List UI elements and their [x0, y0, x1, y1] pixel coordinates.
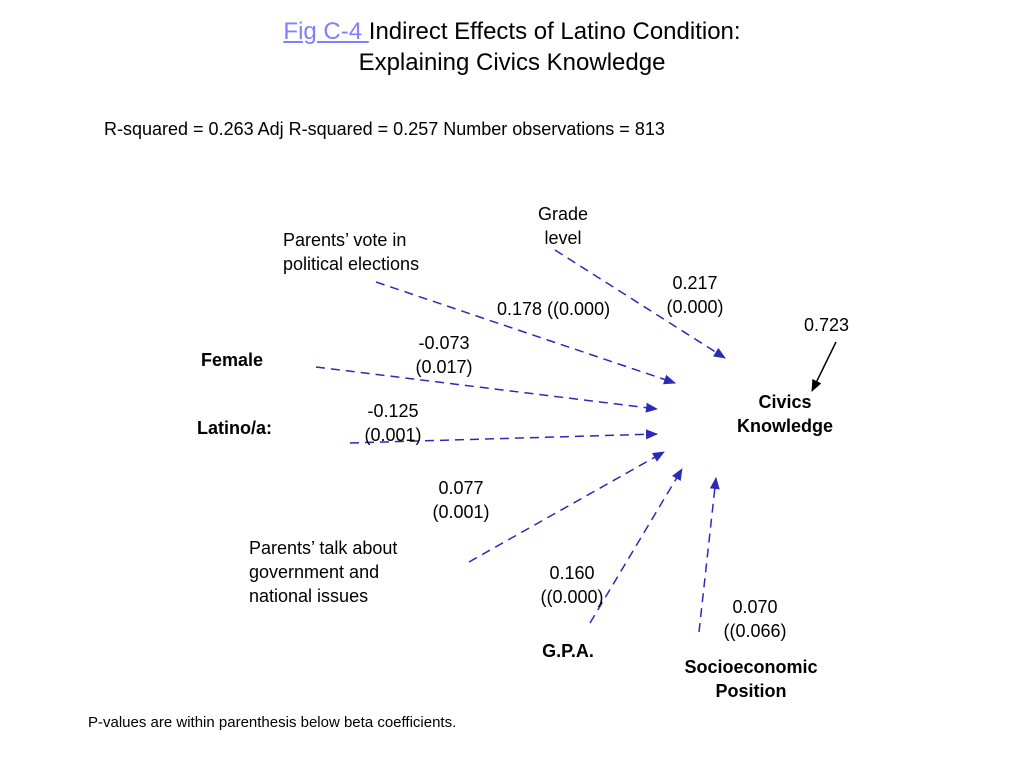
coef-grade-level: 0.217 (0.000)	[666, 273, 724, 317]
node-parents-vote: Parents’ vote in political elections	[283, 230, 420, 274]
model-statistics: R-squared = 0.263 Adj R-squared = 0.257 …	[104, 119, 665, 139]
title-line-2: Explaining Civics Knowledge	[358, 49, 666, 76]
node-parents-talk: Parents’ talk about government and nationa…	[249, 538, 398, 606]
coef-residual: 0.723	[804, 315, 850, 335]
coef-parents-talk: 0.077 (0.001)	[432, 478, 490, 522]
coef-socioeconomic: 0.070 ((0.066)	[723, 597, 787, 641]
coef-gpa: 0.160 ((0.000)	[540, 563, 604, 607]
node-civics-knowledge: Civics Knowledge	[736, 392, 833, 436]
coef-parents-vote: 0.178 ((0.000)	[497, 299, 611, 319]
node-socioeconomic-position: Socioeconomic Position	[684, 657, 818, 701]
arrow-latino	[349, 429, 658, 444]
arrow-grade-level	[554, 249, 726, 359]
page-title: Fig C-4 Indirect Effects of Latino Condi…	[0, 16, 1024, 78]
node-latino: Latino/a:	[197, 418, 272, 438]
arrow-female	[315, 366, 658, 413]
arrow-parents-talk	[468, 451, 665, 563]
arrow-residual	[811, 341, 837, 392]
arrow-parents-vote	[375, 281, 676, 385]
arrow-socioeconomic	[698, 477, 720, 633]
title-line-1: Indirect Effects of Latino Condition:	[368, 18, 741, 45]
footnote: P-values are within parenthesis below be…	[88, 714, 457, 731]
node-gpa: G.P.A.	[542, 641, 594, 661]
coef-latino: -0.125 (0.001)	[364, 401, 422, 445]
node-female: Female	[201, 350, 264, 370]
coef-female: -0.073 (0.017)	[415, 333, 473, 377]
node-grade-level: Grade level	[537, 204, 589, 248]
figure-link[interactable]: Fig C-4	[283, 18, 369, 45]
